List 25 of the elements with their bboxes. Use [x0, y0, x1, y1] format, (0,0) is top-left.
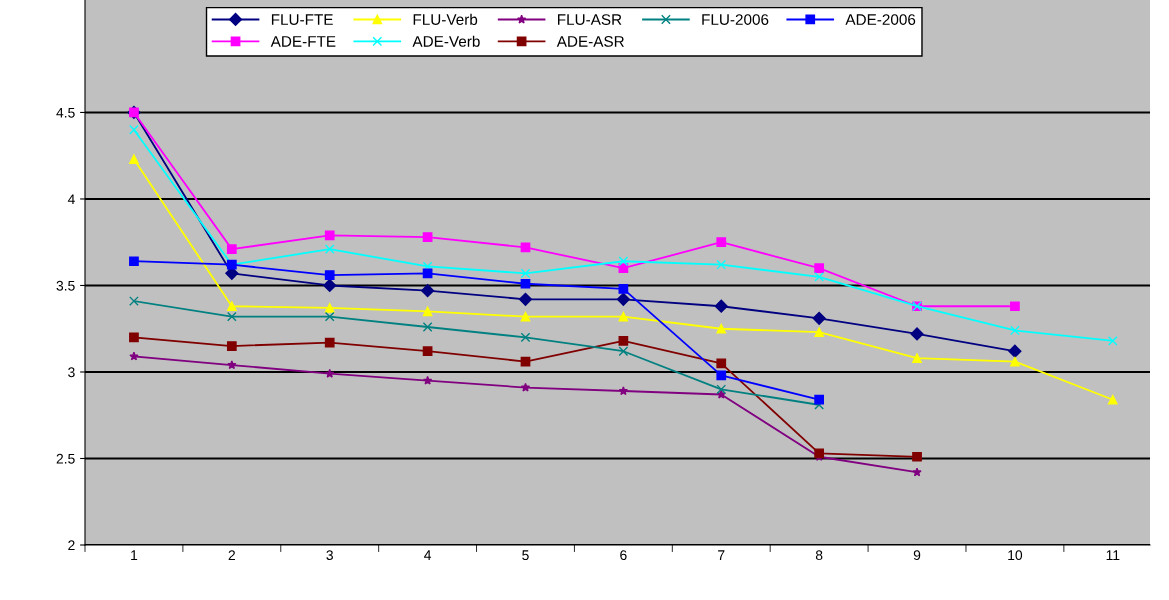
legend-label: ADE-2006: [845, 14, 916, 25]
x-tick-label: 6: [620, 550, 627, 561]
x-tick-label: 3: [326, 550, 333, 561]
x-tick-label: 10: [1008, 550, 1023, 561]
x-tick-label: 9: [913, 550, 921, 561]
legend-label: FLU-Verb: [413, 13, 478, 25]
y-tick-label: 4: [67, 194, 75, 204]
x-tick-label: 2: [228, 550, 235, 560]
y-tick-label: 3.5: [56, 280, 75, 291]
legend-label: FLU-FTE: [271, 14, 333, 25]
legend-label: FLU-ASR: [558, 14, 622, 25]
legend-label: ADE-FTE: [270, 36, 336, 47]
x-tick-label: 11: [1106, 550, 1120, 560]
legend-label: ADE-Verb: [412, 35, 480, 47]
y-tick-label: 2.5: [56, 453, 75, 464]
x-tick-label: 4: [424, 550, 432, 560]
x-tick-label: 5: [522, 550, 529, 561]
y-tick-label: 4.5: [56, 107, 75, 118]
x-tick-label: 1: [131, 550, 138, 560]
x-tick-label: 7: [718, 550, 725, 560]
x-tick-label: 8: [815, 550, 823, 561]
y-tick-label: 3: [68, 367, 75, 378]
y-tick-label: 2: [68, 540, 75, 551]
legend-label: ADE-ASR: [556, 36, 624, 47]
legend-label: FLU-2006: [702, 14, 769, 25]
